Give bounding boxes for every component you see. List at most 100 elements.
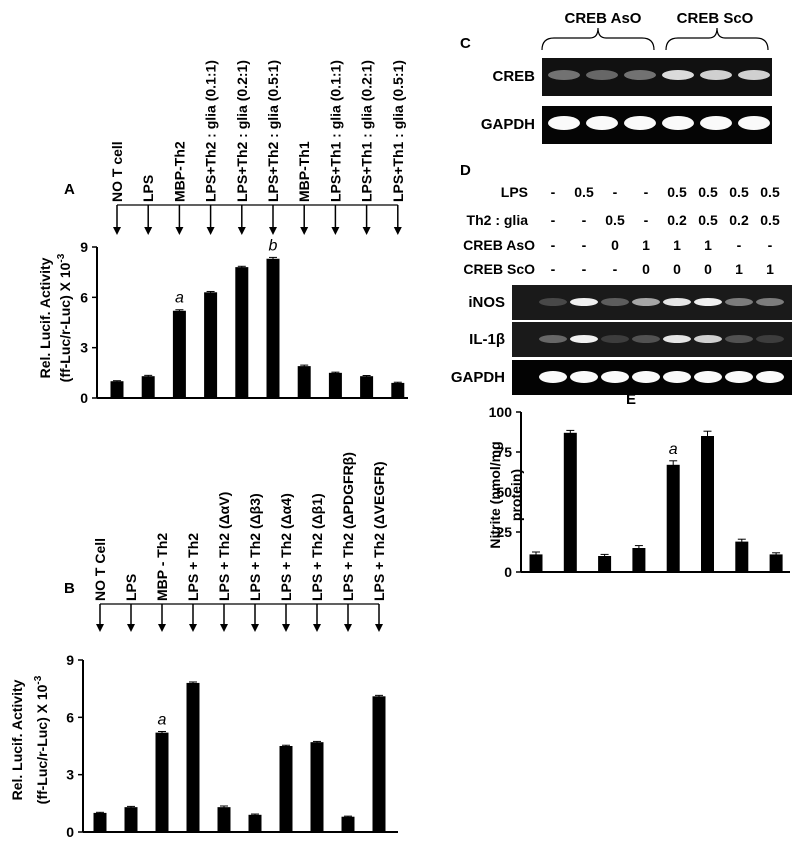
gel-band: [662, 116, 694, 130]
bar: [360, 376, 374, 398]
arrow-head: [175, 227, 184, 235]
y-tick-label: 3: [80, 340, 88, 356]
gel-band: [586, 70, 618, 80]
category-label: LPS + Th2 (ΔVEGFR): [371, 461, 387, 601]
condition-value: 1: [704, 237, 712, 253]
gel-band: [700, 116, 732, 130]
arrow-head: [282, 624, 290, 632]
bar: [217, 807, 231, 832]
y-axis-label: Rel. Lucif. Activity: [9, 679, 25, 800]
bar: [141, 376, 155, 398]
gel-row-label: GAPDH: [451, 369, 505, 386]
y-tick-label: 6: [80, 289, 88, 305]
arrow-head: [313, 624, 321, 632]
arrow-head: [220, 624, 228, 632]
category-label: NO T cell: [109, 141, 125, 202]
condition-label: Th2 : glia: [467, 212, 529, 228]
arrow-head: [113, 227, 121, 235]
bar: [769, 554, 783, 572]
arrow-head: [269, 227, 277, 235]
category-label: LPS + Th2 (ΔPDGFRβ): [340, 452, 356, 601]
gel-band: [756, 298, 784, 306]
chart-e: 0 25 50 75 100 Nitrite (nmol/mg protein) a: [487, 404, 790, 580]
y-tick-label: 9: [80, 239, 88, 255]
y-axis-label-2: protein): [508, 469, 524, 521]
bar: [735, 541, 749, 572]
y-tick-label: 3: [66, 767, 74, 783]
significance-label: a: [158, 711, 167, 728]
arrow-head: [158, 624, 166, 632]
category-label: NO T Cell: [92, 538, 108, 601]
y-tick-label: 100: [489, 404, 513, 420]
condition-value: -: [613, 184, 618, 200]
condition-value: 1: [642, 237, 650, 253]
category-label: LPS + Th2 (Δβ1): [309, 493, 325, 601]
bar: [124, 807, 138, 832]
bar: [632, 548, 646, 572]
y-tick-label: 0: [504, 564, 512, 580]
condition-value: 0.5: [729, 184, 749, 200]
arrow-head: [206, 227, 215, 235]
gel-row-label: CREB: [492, 68, 535, 85]
panel-label-d: D: [460, 162, 471, 179]
group-label: CREB AsO: [565, 10, 642, 27]
y-tick-label: 25: [496, 524, 512, 540]
arrow-head: [251, 624, 259, 632]
significance-label: a: [175, 290, 184, 307]
gel-band: [663, 371, 691, 383]
group-bracket: [665, 27, 769, 51]
gel-band: [756, 371, 784, 383]
condition-value: 0: [642, 261, 650, 277]
category-label: LPS+Th1 : glia (0.1:1): [327, 60, 343, 202]
bar: [666, 464, 680, 572]
gel-row-label: GAPDH: [481, 116, 535, 133]
condition-value: 1: [673, 237, 681, 253]
gel-row-label: IL-1β: [469, 331, 505, 348]
condition-value: -: [644, 184, 649, 200]
condition-value: 0.2: [729, 212, 749, 228]
gel-band: [539, 298, 567, 306]
bar: [155, 732, 169, 832]
category-label: LPS+Th2 : glia (0.1:1): [203, 60, 219, 202]
arrow-head: [300, 227, 309, 235]
category-label: MBP-Th1: [296, 141, 312, 202]
category-label: LPS+Th1 : glia (0.2:1): [359, 60, 375, 202]
condition-value: 1: [766, 261, 774, 277]
category-label: MBP-Th2: [171, 141, 187, 202]
y-tick-label: 0: [80, 390, 88, 406]
bar: [110, 381, 124, 398]
bar: [372, 696, 386, 832]
category-label: LPS + Th2: [185, 533, 201, 601]
condition-value: -: [613, 261, 618, 277]
arrow-head: [331, 227, 340, 235]
gel-band: [570, 335, 598, 343]
gel-band: [586, 116, 618, 130]
condition-value: -: [551, 212, 556, 228]
y-axis-label: Rel. Lucif. Activity: [37, 257, 53, 378]
gel-band: [601, 298, 629, 306]
arrow-head: [375, 624, 383, 632]
condition-label: CREB AsO: [463, 237, 535, 253]
gel-band: [539, 335, 567, 343]
gel-band: [756, 335, 784, 343]
condition-value: -: [582, 212, 587, 228]
y-axis-label-2: (ff-Luc/r-Luc) X 10-3: [56, 253, 73, 382]
gel-band: [662, 70, 694, 80]
category-label: LPS+Th2 : glia (0.5:1): [265, 60, 281, 202]
gel-d: LPS - 0.5 - - 0.5 0.5 0.5 0.5 Th2 : glia - - 0.5 - 0.2…: [451, 184, 792, 395]
condition-value: 0.5: [760, 212, 780, 228]
condition-value: 0.5: [698, 212, 718, 228]
category-label: LPS: [140, 175, 156, 202]
bar: [701, 436, 714, 572]
y-axis-label-2: (ff-Luc/r-Luc) X 10-3: [33, 675, 50, 804]
condition-value: -: [768, 237, 773, 253]
condition-value: 0.5: [667, 184, 687, 200]
gel-band: [694, 298, 722, 306]
category-label: LPS + Th2 (ΔαV): [216, 492, 232, 601]
category-label: LPS: [123, 574, 139, 601]
gel-band: [548, 116, 580, 130]
arrow-head: [96, 624, 104, 632]
condition-value: 0.5: [760, 184, 780, 200]
arrow-head: [237, 227, 246, 235]
gel-band: [539, 371, 567, 383]
